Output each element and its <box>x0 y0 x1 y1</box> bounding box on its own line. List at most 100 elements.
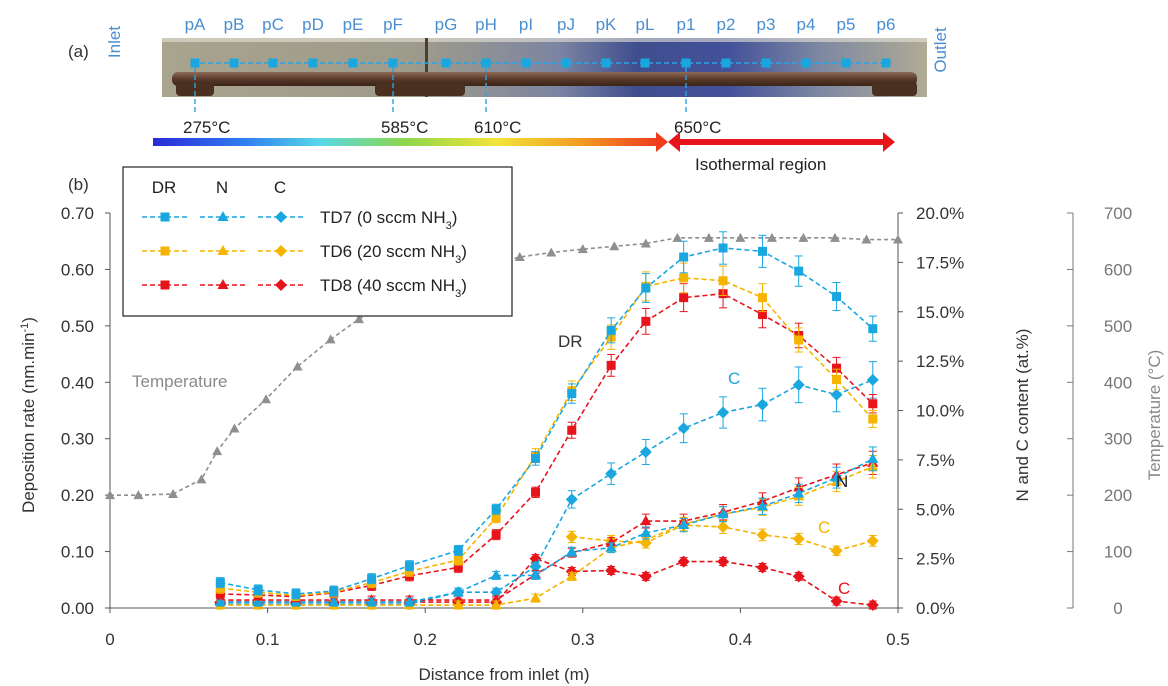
dr-point <box>832 363 842 373</box>
position-label: pG <box>435 15 458 34</box>
position-label: p2 <box>717 15 736 34</box>
legend-dr-marker <box>160 246 170 256</box>
dr-point <box>606 360 616 370</box>
dr-point <box>606 325 616 335</box>
c-point <box>830 595 843 608</box>
c-point <box>565 493 578 506</box>
c-point <box>605 467 618 480</box>
position-label: pA <box>185 15 206 34</box>
n-point <box>452 586 464 597</box>
position-marker <box>229 58 239 68</box>
dr-point <box>832 374 842 384</box>
c-point <box>756 398 769 411</box>
dr-point <box>453 555 463 565</box>
y2-tick-label: 2.5% <box>916 550 955 569</box>
position-marker <box>721 58 731 68</box>
dr-point <box>531 453 541 463</box>
dr-point <box>868 324 878 334</box>
temperature-point <box>229 423 240 433</box>
position-markers: pA pB pC pD pE pF pG pH pI pJ pK pL p1 p2 p3 p4 p5 p6 275°… <box>183 15 895 137</box>
dr-point <box>404 561 414 571</box>
temperature-point <box>703 232 714 242</box>
temperature-point <box>798 232 809 242</box>
position-label: pC <box>262 15 284 34</box>
dr-point <box>679 273 689 283</box>
position-marker <box>681 58 691 68</box>
position-label: pH <box>475 15 497 34</box>
dr-point <box>215 578 225 588</box>
position-label: p4 <box>797 15 816 34</box>
legend-c-marker <box>275 279 287 291</box>
dr-point <box>453 562 463 572</box>
position-marker <box>388 58 398 68</box>
temperature-point <box>672 232 683 242</box>
legend-entry-label: TD6 (20 sccm NH3) <box>320 242 467 266</box>
y2-tick-label: 17.5% <box>916 253 964 272</box>
legend-dr-marker <box>160 280 170 290</box>
n-point <box>566 570 578 581</box>
position-marker <box>561 58 571 68</box>
c-point <box>490 586 503 599</box>
c-point <box>605 564 618 577</box>
position-marker <box>308 58 318 68</box>
c-point <box>866 534 879 547</box>
x-tick-label: 0.4 <box>729 630 753 649</box>
n-annotation: N <box>836 472 848 491</box>
dr-point <box>832 292 842 302</box>
c-point <box>639 445 652 458</box>
y3-tick-label: 400 <box>1104 373 1132 392</box>
temperature-point <box>640 238 651 248</box>
temperature-point <box>893 234 903 244</box>
y-tick-label: 0.70 <box>61 204 94 223</box>
n-point <box>490 599 502 610</box>
y-tick-label: 0.00 <box>61 599 94 618</box>
gradient-arrowhead <box>656 132 668 152</box>
data-series <box>214 231 879 612</box>
x-tick-label: 0.3 <box>571 630 595 649</box>
dr-point <box>567 425 577 435</box>
legend: DR N C TD7 (0 sccm NH3) TD6 (20 sccm NH3) TD8… <box>122 166 513 317</box>
dr-point <box>215 589 225 599</box>
dr-line <box>220 247 874 595</box>
c-point <box>717 521 730 534</box>
c-point <box>529 560 542 573</box>
position-label: pB <box>224 15 245 34</box>
n-point <box>831 471 843 482</box>
legend-header: C <box>274 178 286 197</box>
c-point <box>866 599 879 612</box>
position-marker <box>640 58 650 68</box>
position-marker <box>801 58 811 68</box>
temperature-point <box>829 232 840 242</box>
legend-c-marker <box>275 245 287 257</box>
y-tick-label: 0.10 <box>61 543 94 562</box>
reactor-photo <box>162 38 927 97</box>
temperature-label: 610°C <box>474 118 521 137</box>
temperature-point <box>292 361 303 371</box>
dr-line <box>220 292 874 598</box>
dr-point <box>531 487 541 497</box>
dr-line <box>220 277 874 597</box>
dr-point <box>868 414 878 424</box>
legend-n-marker <box>217 245 229 255</box>
position-marker <box>521 58 531 68</box>
dr-point <box>641 283 651 293</box>
temperature-label: 650°C <box>674 118 721 137</box>
dr-point <box>491 530 501 540</box>
temperature-annotation: Temperature <box>132 372 227 391</box>
temperature-gradient-arrow <box>153 138 658 146</box>
c-annotation-td7: C <box>728 369 740 388</box>
isothermal-arrowhead-left <box>668 132 680 152</box>
y2-tick-label: 15.0% <box>916 303 964 322</box>
position-label: p6 <box>877 15 896 34</box>
c-point <box>792 378 805 391</box>
dr-point <box>794 266 804 276</box>
y3-tick-label: 600 <box>1104 260 1132 279</box>
c-point <box>717 555 730 568</box>
dr-point <box>367 574 377 584</box>
c-point <box>830 388 843 401</box>
position-label: pD <box>302 15 324 34</box>
y-tick-label: 0.60 <box>61 260 94 279</box>
dr-point <box>329 586 339 596</box>
c-point <box>792 570 805 583</box>
x-tick-label: 0 <box>105 630 114 649</box>
